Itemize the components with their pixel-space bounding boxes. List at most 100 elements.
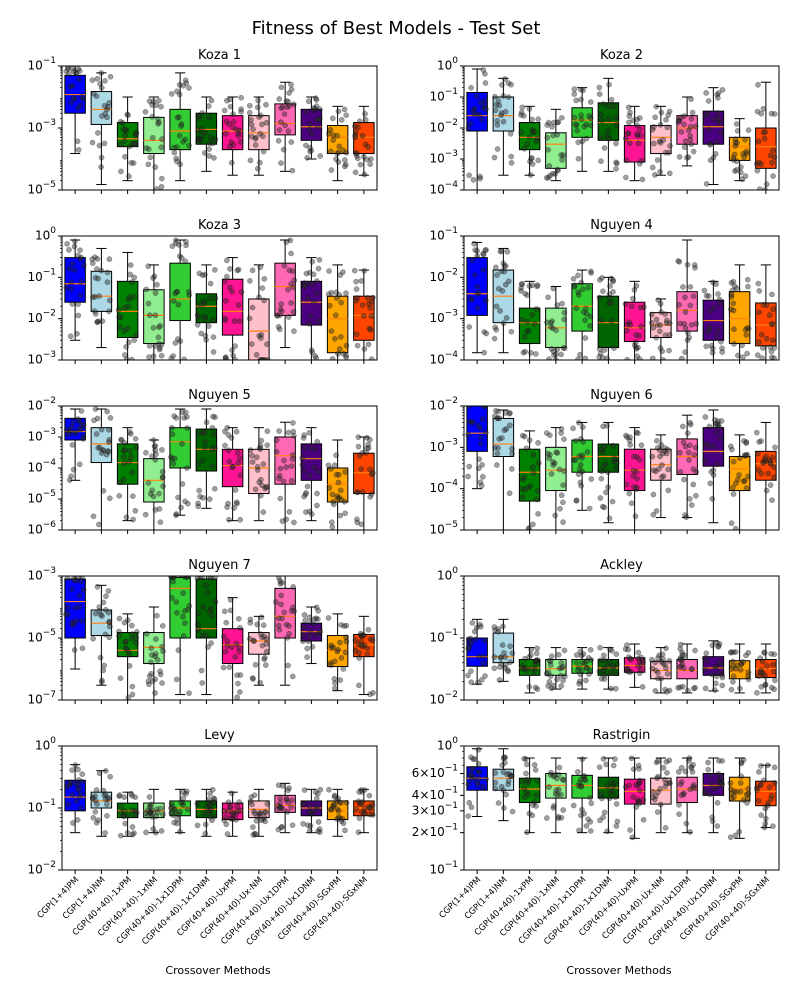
data-point [530,802,536,808]
data-point [529,312,536,318]
data-point [76,76,82,83]
data-point [678,114,684,121]
data-point [325,462,332,468]
data-point [212,136,219,143]
data-point [479,462,485,468]
data-point [180,795,187,801]
data-point [158,352,165,359]
data-point [532,666,539,673]
data-point [714,91,721,98]
data-point [356,118,363,125]
data-point [730,673,737,680]
data-point [631,453,637,460]
data-point [273,599,279,605]
y-tick-label: 10−1 [27,798,56,815]
data-point [630,473,636,479]
data-point [228,790,235,797]
data-point [559,156,565,163]
data-point [770,823,776,829]
data-point [732,140,739,146]
data-point [205,323,212,329]
data-point [221,808,227,814]
data-point [678,129,685,135]
data-point [89,794,96,801]
data-point [573,305,580,312]
data-point [760,777,767,784]
data-point [288,81,294,88]
data-point [769,159,775,166]
data-point [303,489,309,496]
data-point [556,786,562,793]
data-point [182,258,189,265]
data-point [687,133,694,139]
data-point [587,115,594,121]
data-point [755,798,762,804]
data-point [500,623,506,630]
data-point [335,149,342,156]
data-point [359,450,366,456]
box-CGP(40+40)-UxPM [221,628,244,665]
data-point [579,660,586,666]
data-point [79,771,86,777]
data-point [626,119,632,126]
data-point [196,270,203,277]
data-point [692,444,699,451]
data-point [156,346,163,353]
data-point [764,663,770,669]
data-point [772,677,778,684]
data-point [550,805,557,811]
data-point [473,93,480,100]
data-point [636,456,643,463]
data-point [702,666,708,673]
data-point [72,69,79,76]
data-point [78,278,84,285]
data-point [285,662,291,669]
data-point [90,513,97,520]
data-point [146,681,152,688]
data-point [708,342,715,349]
data-point [636,115,643,121]
data-point [545,119,552,126]
data-point [89,139,96,146]
data-point [474,305,481,311]
data-point [233,428,240,435]
data-point [247,635,253,642]
data-point [289,673,296,680]
data-point [575,292,582,298]
data-point [611,103,617,109]
data-point [313,803,320,809]
data-point [291,432,297,439]
data-point [663,665,669,671]
data-point [332,680,338,686]
box-CGP(40+40)-Ux1DPM [676,291,698,332]
data-point [367,161,373,168]
data-point [259,285,266,291]
data-point [587,313,594,320]
data-point [194,322,201,328]
axes-frame [463,575,780,701]
data-point [677,641,684,648]
data-point [331,685,338,692]
data-point [587,122,594,129]
data-point [771,764,778,771]
data-point [657,168,663,175]
data-point [547,432,553,439]
y-tick-label: 10−3 [27,566,56,583]
data-point [129,824,136,830]
data-point [361,810,368,817]
data-point [356,682,362,689]
data-point [104,269,111,276]
data-point [309,281,315,288]
data-point [477,479,484,486]
data-point [544,134,551,141]
data-point [480,406,487,409]
data-point [576,419,582,426]
data-point [501,268,508,275]
data-point [275,622,282,629]
data-point [179,481,186,487]
data-point [91,308,98,314]
data-point [202,830,209,837]
data-point [745,790,752,797]
data-point [93,787,100,793]
data-point [340,147,346,154]
